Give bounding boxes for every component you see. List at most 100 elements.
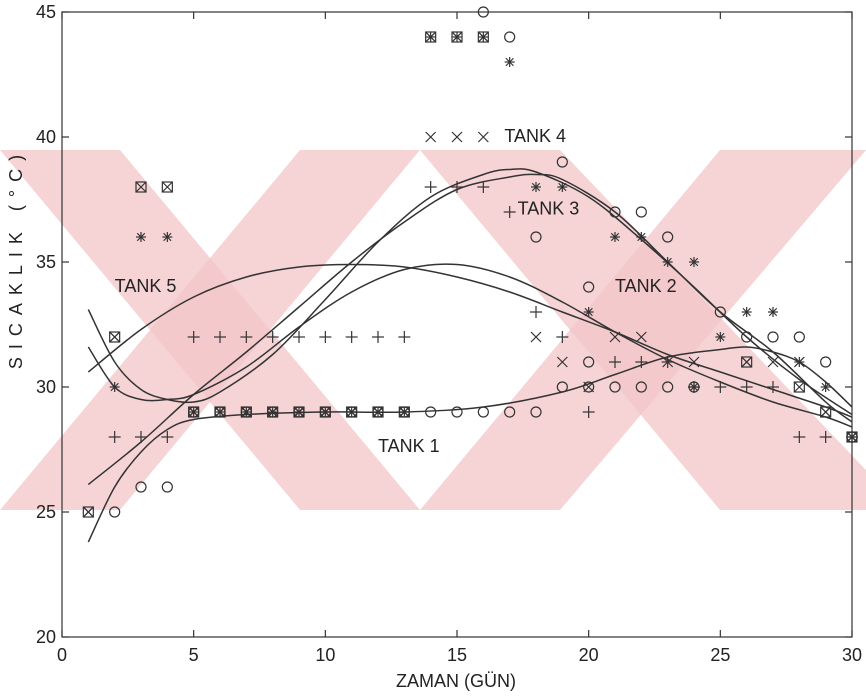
x-tick-label: 15 — [447, 645, 467, 665]
tank-2-point — [398, 331, 411, 343]
tank-2-point — [530, 306, 542, 318]
tank-2-point — [609, 356, 621, 368]
annotation-tank-1: TANK 1 — [378, 436, 440, 456]
tank-5-point — [214, 406, 226, 418]
tank-1-point — [530, 406, 542, 418]
tank-4-point — [530, 331, 542, 343]
tank-1-point — [635, 206, 647, 218]
tank-2-point — [582, 406, 595, 418]
y-tick-label: 30 — [36, 377, 56, 397]
tank-5-point — [741, 356, 753, 368]
tank-2-point — [424, 181, 437, 193]
tank-2-point — [477, 181, 490, 193]
tank-2-point — [266, 331, 279, 343]
tank-5-point — [477, 31, 489, 43]
tank-1-point — [530, 231, 542, 243]
tank-3-point — [610, 232, 620, 242]
tank-1-point — [635, 381, 647, 393]
tank-1-point — [477, 406, 489, 418]
tank-5-point — [820, 406, 832, 418]
tank-3-point — [136, 232, 146, 242]
data-markers — [82, 6, 858, 518]
tank-2-point — [451, 181, 463, 193]
y-axis-label: SICAKLIK (°C) — [6, 147, 26, 369]
tank-3-point — [768, 307, 778, 317]
tank-3-point — [557, 182, 568, 192]
tank-3-point — [820, 382, 831, 392]
tank-2-point — [819, 431, 832, 443]
fit-curve-tank-3 — [87, 173, 853, 486]
tank-2-point — [161, 431, 174, 443]
tank-1-point — [477, 6, 489, 18]
tank-5-point — [161, 181, 173, 193]
tank-5-point — [267, 406, 279, 418]
tank-5-point — [398, 406, 410, 418]
tank-5-point — [319, 406, 331, 418]
y-tick-label: 45 — [36, 2, 56, 22]
tank-1-point — [767, 331, 779, 343]
tank-2-point — [767, 381, 779, 393]
annotation-tank-4: TANK 4 — [504, 126, 566, 146]
tank-labels: TANK 1 TANK 2 TANK 3 TANK 4 TANK 5 — [115, 126, 677, 456]
tank-3-point — [531, 182, 541, 192]
tank-4-point — [583, 381, 595, 393]
x-tick-label: 20 — [579, 645, 599, 665]
tank-1-point — [161, 481, 173, 493]
tank-5-point — [425, 31, 437, 43]
tank-4-point — [767, 356, 779, 368]
fit-curve-tank-5 — [87, 263, 853, 428]
tank-2-point — [293, 331, 305, 343]
tank-1-point — [583, 381, 595, 393]
tank-3-point — [583, 307, 594, 317]
tank-3-point — [662, 257, 673, 267]
tank-2-point — [214, 331, 226, 343]
tank-5-point — [793, 381, 805, 393]
tank-3-point — [636, 232, 647, 242]
tank-5-point — [109, 331, 121, 343]
tank-3-point — [109, 382, 120, 392]
tank-1-point — [504, 406, 516, 418]
tank-4-point — [556, 356, 568, 368]
tank-5-point — [82, 506, 94, 518]
y-tick-label: 25 — [36, 502, 56, 522]
x-tick-label: 10 — [315, 645, 335, 665]
tank-1-point — [109, 506, 121, 518]
tank-2-point — [108, 431, 121, 443]
tank-1-point — [556, 381, 568, 393]
tank-2-point — [793, 431, 806, 443]
tank-3-point — [689, 382, 699, 392]
tank-1-point — [820, 356, 832, 368]
tank-2-point — [740, 381, 753, 393]
tank-4-point — [451, 131, 463, 143]
tank-2-point — [240, 331, 253, 343]
tank-2-point — [714, 381, 727, 393]
tank-2-point — [187, 331, 200, 343]
tank-1-point — [793, 331, 805, 343]
tank-4-point — [425, 131, 437, 143]
tank-1-point — [583, 281, 595, 293]
tank-5-point — [846, 431, 858, 443]
tank-3-point — [715, 332, 726, 342]
annotation-tank-3: TANK 3 — [518, 199, 580, 219]
x-tick-label: 30 — [842, 645, 862, 665]
tank-1-point — [714, 306, 726, 318]
tank-4-point — [793, 356, 805, 368]
tank-3-point — [504, 57, 515, 67]
tank-1-point — [609, 381, 621, 393]
tank-2-point — [135, 431, 147, 443]
tank-2-point — [345, 331, 358, 343]
tank-5-point — [135, 181, 147, 193]
y-tick-label: 40 — [36, 127, 56, 147]
tank-1-point — [504, 31, 516, 43]
annotation-tank-2: TANK 2 — [615, 276, 677, 296]
tank-2-point — [319, 331, 332, 343]
tank-1-point — [135, 481, 147, 493]
tank-5-point — [451, 31, 463, 43]
tank-3-point — [162, 232, 173, 242]
tank-1-point — [662, 231, 674, 243]
watermark-shape — [420, 150, 866, 510]
tank-2-point — [556, 331, 569, 343]
tank-1-point — [741, 331, 753, 343]
tank-4-point — [688, 356, 700, 368]
